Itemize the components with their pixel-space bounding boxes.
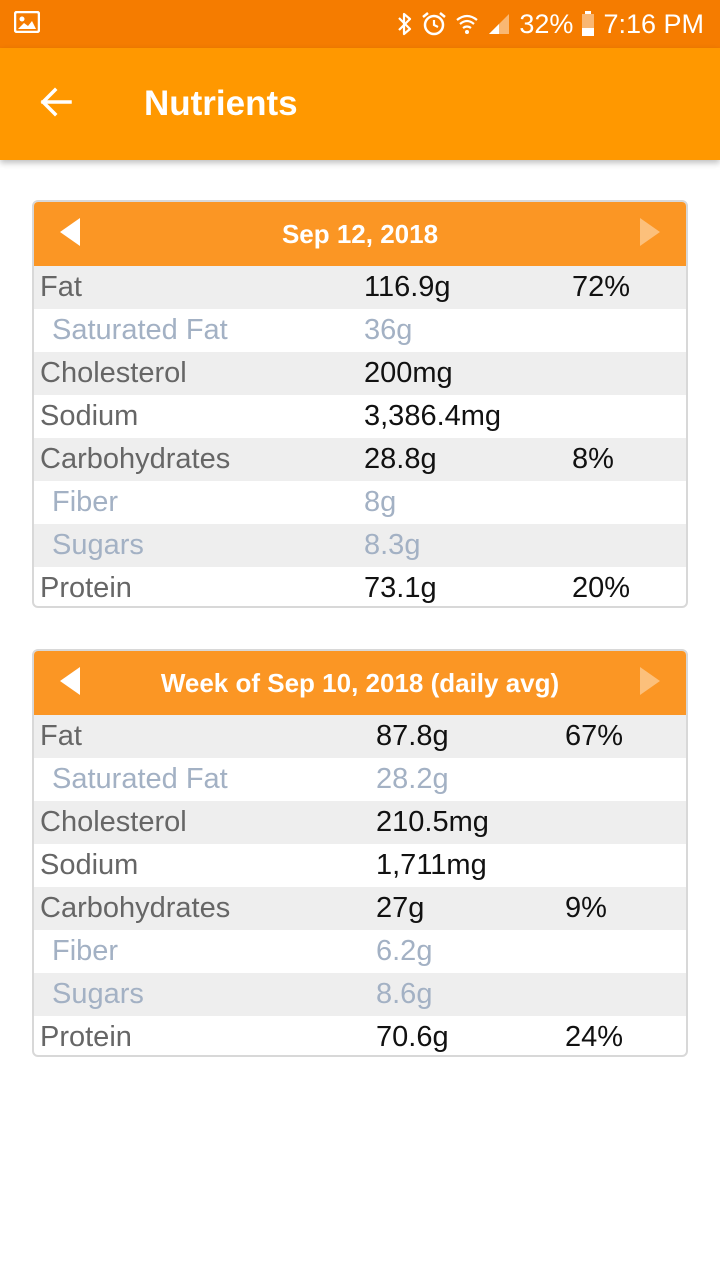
battery-icon: [581, 11, 595, 37]
nutrient-label: Fiber: [52, 935, 119, 967]
nutrient-row-cholesterol: Cholesterol 200mg: [34, 352, 686, 395]
nutrient-amount: 210.5mg: [376, 806, 489, 838]
nutrient-amount: 6.2g: [376, 935, 433, 967]
nutrient-row-fat: Fat 87.8g 67%: [34, 715, 686, 758]
nutrient-label: Sugars: [52, 978, 144, 1010]
nutrient-row-saturated-fat: Saturated Fat 28.2g: [34, 758, 686, 801]
bluetooth-icon: [397, 12, 413, 36]
nutrient-percent: 24%: [565, 1021, 624, 1053]
previous-day-button[interactable]: [34, 202, 106, 266]
card-week-title: Week of Sep 10, 2018 (daily avg): [160, 667, 560, 698]
nutrient-amount: 8.6g: [376, 978, 433, 1010]
nutrient-label: Sodium: [40, 400, 139, 432]
nutrient-amount: 28.8g: [364, 443, 437, 475]
nutrient-label: Sugars: [52, 529, 144, 561]
nutrient-percent: 9%: [565, 892, 607, 924]
triangle-left-icon: [58, 666, 82, 701]
nutrient-label: Protein: [40, 1021, 132, 1053]
next-week-button[interactable]: [614, 651, 686, 715]
nutrient-amount: 36g: [364, 314, 413, 346]
nutrient-percent: 20%: [572, 572, 631, 604]
card-date-title: Sep 12, 2018: [281, 218, 439, 249]
nutrient-label: Cholesterol: [40, 357, 187, 389]
battery-percent: 32%: [519, 9, 574, 39]
back-button[interactable]: [0, 48, 112, 160]
app-bar: Nutrients: [0, 48, 720, 160]
nutrient-row-sodium: Sodium 3,386.4mg: [34, 395, 686, 438]
nutrient-amount: 3,386.4mg: [364, 400, 502, 432]
nutrient-amount: 8g: [364, 486, 397, 518]
nutrient-row-cholesterol: Cholesterol 210.5mg: [34, 801, 686, 844]
nutrient-row-fiber: Fiber 6.2g: [34, 930, 686, 973]
triangle-left-icon: [58, 217, 82, 252]
clock: 7:16 PM: [603, 9, 704, 39]
nutrient-amount: 73.1g: [364, 572, 437, 604]
nutrient-label: Cholesterol: [40, 806, 187, 838]
nutrient-label: Fiber: [52, 486, 119, 518]
nutrient-percent: 72%: [572, 271, 631, 303]
nutrient-row-carbohydrates: Carbohydrates 28.8g 8%: [34, 438, 686, 481]
nutrient-amount: 87.8g: [376, 720, 449, 752]
nutrient-row-fat: Fat 116.9g 72%: [34, 266, 686, 309]
signal-icon: [487, 12, 511, 36]
nutrient-label: Saturated Fat: [52, 763, 228, 795]
nutrient-label: Carbohydrates: [40, 443, 231, 475]
nutrient-row-fiber: Fiber 8g: [34, 481, 686, 524]
triangle-right-icon: [638, 666, 662, 701]
nutrient-row-protein: Protein 70.6g 24%: [34, 1016, 686, 1055]
nutrient-row-carbohydrates: Carbohydrates 27g 9%: [34, 887, 686, 930]
arrow-back-icon: [38, 84, 74, 125]
nutrient-amount: 70.6g: [376, 1021, 449, 1053]
nutrient-row-saturated-fat: Saturated Fat 36g: [34, 309, 686, 352]
nutrient-amount: 28.2g: [376, 763, 449, 795]
nutrient-amount: 116.9g: [364, 271, 451, 303]
nutrient-label: Carbohydrates: [40, 892, 231, 924]
next-day-button[interactable]: [614, 202, 686, 266]
triangle-right-icon: [638, 217, 662, 252]
nutrient-label: Fat: [40, 720, 82, 752]
card-header: Sep 12, 2018: [34, 202, 686, 266]
nutrient-percent: 67%: [565, 720, 624, 752]
nutrient-row-sodium: Sodium 1,711mg: [34, 844, 686, 887]
page-title: Nutrients: [144, 84, 298, 123]
nutrient-amount: 8.3g: [364, 529, 421, 561]
status-bar: 32% 7:16 PM: [0, 0, 720, 48]
nutrient-percent: 8%: [572, 443, 614, 475]
wifi-icon: [455, 12, 479, 36]
nutrient-row-protein: Protein 73.1g 20%: [34, 567, 686, 606]
day-nutrients-card: Sep 12, 2018 Fat 116.9g 72% Saturated Fa…: [32, 200, 688, 608]
nutrient-amount: 27g: [376, 892, 425, 924]
nutrient-label: Protein: [40, 572, 132, 604]
nutrient-label: Saturated Fat: [52, 314, 228, 346]
week-nutrients-card: Week of Sep 10, 2018 (daily avg) Fat 87.…: [32, 649, 688, 1057]
nutrient-label: Fat: [40, 271, 82, 303]
nutrient-amount: 1,711mg: [376, 849, 487, 881]
image-icon: [13, 10, 41, 38]
nutrient-row-sugars: Sugars 8.6g: [34, 973, 686, 1016]
card-header: Week of Sep 10, 2018 (daily avg): [34, 651, 686, 715]
previous-week-button[interactable]: [34, 651, 106, 715]
nutrient-label: Sodium: [40, 849, 139, 881]
alarm-icon: [421, 11, 447, 37]
nutrient-amount: 200mg: [364, 357, 453, 389]
nutrient-row-sugars: Sugars 8.3g: [34, 524, 686, 567]
